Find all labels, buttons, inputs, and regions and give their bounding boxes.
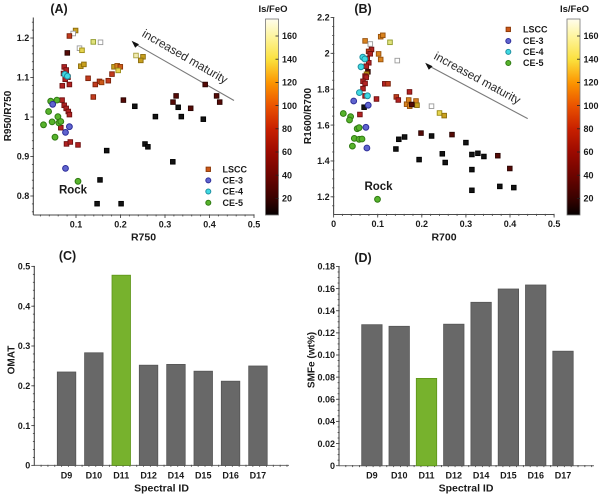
- svg-text:40: 40: [584, 170, 594, 180]
- svg-text:0: 0: [25, 461, 30, 471]
- svg-text:60: 60: [584, 147, 594, 157]
- svg-text:D17: D17: [250, 470, 267, 480]
- svg-text:120: 120: [282, 78, 297, 88]
- svg-text:D11: D11: [113, 470, 129, 480]
- svg-text:CE-4: CE-4: [523, 47, 544, 57]
- svg-text:1.2: 1.2: [317, 192, 330, 202]
- svg-text:Is/FeO: Is/FeO: [560, 4, 589, 15]
- svg-text:D9: D9: [366, 470, 378, 480]
- svg-text:D17: D17: [555, 470, 572, 480]
- svg-text:0.14: 0.14: [317, 306, 335, 316]
- svg-text:0.4: 0.4: [203, 220, 216, 230]
- svg-text:0.06: 0.06: [317, 395, 335, 405]
- svg-text:D15: D15: [500, 470, 517, 480]
- svg-text:1: 1: [24, 112, 29, 122]
- svg-text:(D): (D): [354, 251, 371, 265]
- svg-text:100: 100: [282, 101, 297, 111]
- svg-text:D10: D10: [391, 470, 408, 480]
- svg-text:Spectral ID: Spectral ID: [134, 482, 189, 494]
- svg-text:0.3: 0.3: [159, 220, 172, 230]
- svg-text:140: 140: [282, 54, 297, 64]
- svg-text:(B): (B): [354, 2, 371, 16]
- svg-text:40: 40: [282, 170, 292, 180]
- svg-text:CE-3: CE-3: [223, 176, 244, 186]
- svg-text:0.8: 0.8: [17, 191, 30, 201]
- svg-text:1.8: 1.8: [317, 84, 330, 94]
- svg-text:0.2: 0.2: [416, 219, 429, 229]
- svg-text:0.3: 0.3: [18, 341, 31, 351]
- svg-text:0.10: 0.10: [317, 350, 335, 360]
- svg-text:0: 0: [330, 461, 335, 471]
- svg-text:1.1: 1.1: [17, 73, 30, 83]
- svg-text:1.6: 1.6: [317, 120, 330, 130]
- svg-text:R700: R700: [431, 232, 456, 244]
- svg-text:D14: D14: [168, 470, 185, 480]
- svg-text:0.5: 0.5: [248, 220, 261, 230]
- svg-text:Is/FeO: Is/FeO: [258, 4, 287, 15]
- svg-text:0.5: 0.5: [548, 219, 561, 229]
- svg-text:SMFe (wt%): SMFe (wt%): [307, 332, 318, 388]
- svg-text:0.1: 0.1: [18, 421, 31, 431]
- svg-text:D14: D14: [473, 470, 490, 480]
- svg-text:160: 160: [282, 31, 297, 41]
- svg-text:D9: D9: [61, 470, 73, 480]
- svg-text:60: 60: [282, 147, 292, 157]
- svg-text:0.3: 0.3: [460, 219, 473, 229]
- svg-text:D10: D10: [86, 470, 103, 480]
- svg-text:R750: R750: [131, 232, 156, 244]
- svg-text:0.1: 0.1: [371, 219, 384, 229]
- svg-text:LSCC: LSCC: [223, 165, 248, 175]
- svg-text:0: 0: [331, 219, 336, 229]
- svg-text:20: 20: [584, 194, 594, 204]
- svg-text:CE-4: CE-4: [223, 187, 244, 197]
- svg-text:20: 20: [282, 194, 292, 204]
- svg-text:D15: D15: [195, 470, 212, 480]
- svg-text:0.08: 0.08: [317, 372, 335, 382]
- svg-text:(A): (A): [50, 2, 67, 16]
- svg-text:0.16: 0.16: [317, 284, 335, 294]
- svg-text:0.2: 0.2: [18, 381, 31, 391]
- svg-text:LSCC: LSCC: [523, 25, 548, 35]
- svg-text:0.02: 0.02: [317, 439, 335, 449]
- svg-text:D11: D11: [418, 470, 434, 480]
- svg-text:D12: D12: [140, 470, 157, 480]
- svg-text:0.12: 0.12: [317, 328, 335, 338]
- svg-text:R950/R750: R950/R750: [3, 90, 14, 141]
- svg-text:CE-5: CE-5: [223, 198, 244, 208]
- svg-text:0.9: 0.9: [17, 152, 30, 162]
- svg-text:80: 80: [282, 124, 292, 134]
- svg-text:1.4: 1.4: [317, 156, 330, 166]
- svg-text:D12: D12: [446, 470, 463, 480]
- svg-text:0.4: 0.4: [504, 219, 517, 229]
- svg-text:2.2: 2.2: [317, 13, 330, 23]
- svg-text:D16: D16: [222, 470, 239, 480]
- svg-text:140: 140: [584, 54, 599, 64]
- svg-text:1.2: 1.2: [17, 33, 30, 43]
- svg-text:0.5: 0.5: [18, 262, 31, 272]
- svg-text:OMAT: OMAT: [7, 346, 18, 375]
- svg-text:80: 80: [584, 124, 594, 134]
- svg-text:CE-3: CE-3: [523, 36, 544, 46]
- svg-text:D16: D16: [527, 470, 544, 480]
- svg-text:Spectral ID: Spectral ID: [439, 482, 494, 494]
- svg-text:120: 120: [584, 78, 599, 88]
- svg-text:0.2: 0.2: [114, 220, 127, 230]
- svg-text:160: 160: [584, 31, 599, 41]
- svg-text:100: 100: [584, 101, 599, 111]
- svg-text:0.1: 0.1: [70, 220, 83, 230]
- svg-text:Rock: Rock: [364, 181, 393, 193]
- svg-text:R1600/R700: R1600/R700: [303, 87, 314, 144]
- svg-text:2: 2: [325, 49, 330, 59]
- svg-text:CE-5: CE-5: [523, 58, 544, 68]
- svg-text:0.4: 0.4: [18, 301, 31, 311]
- svg-text:0.18: 0.18: [317, 262, 335, 272]
- svg-text:0.04: 0.04: [317, 417, 335, 427]
- svg-text:Rock: Rock: [59, 185, 88, 197]
- svg-text:(C): (C): [59, 249, 76, 263]
